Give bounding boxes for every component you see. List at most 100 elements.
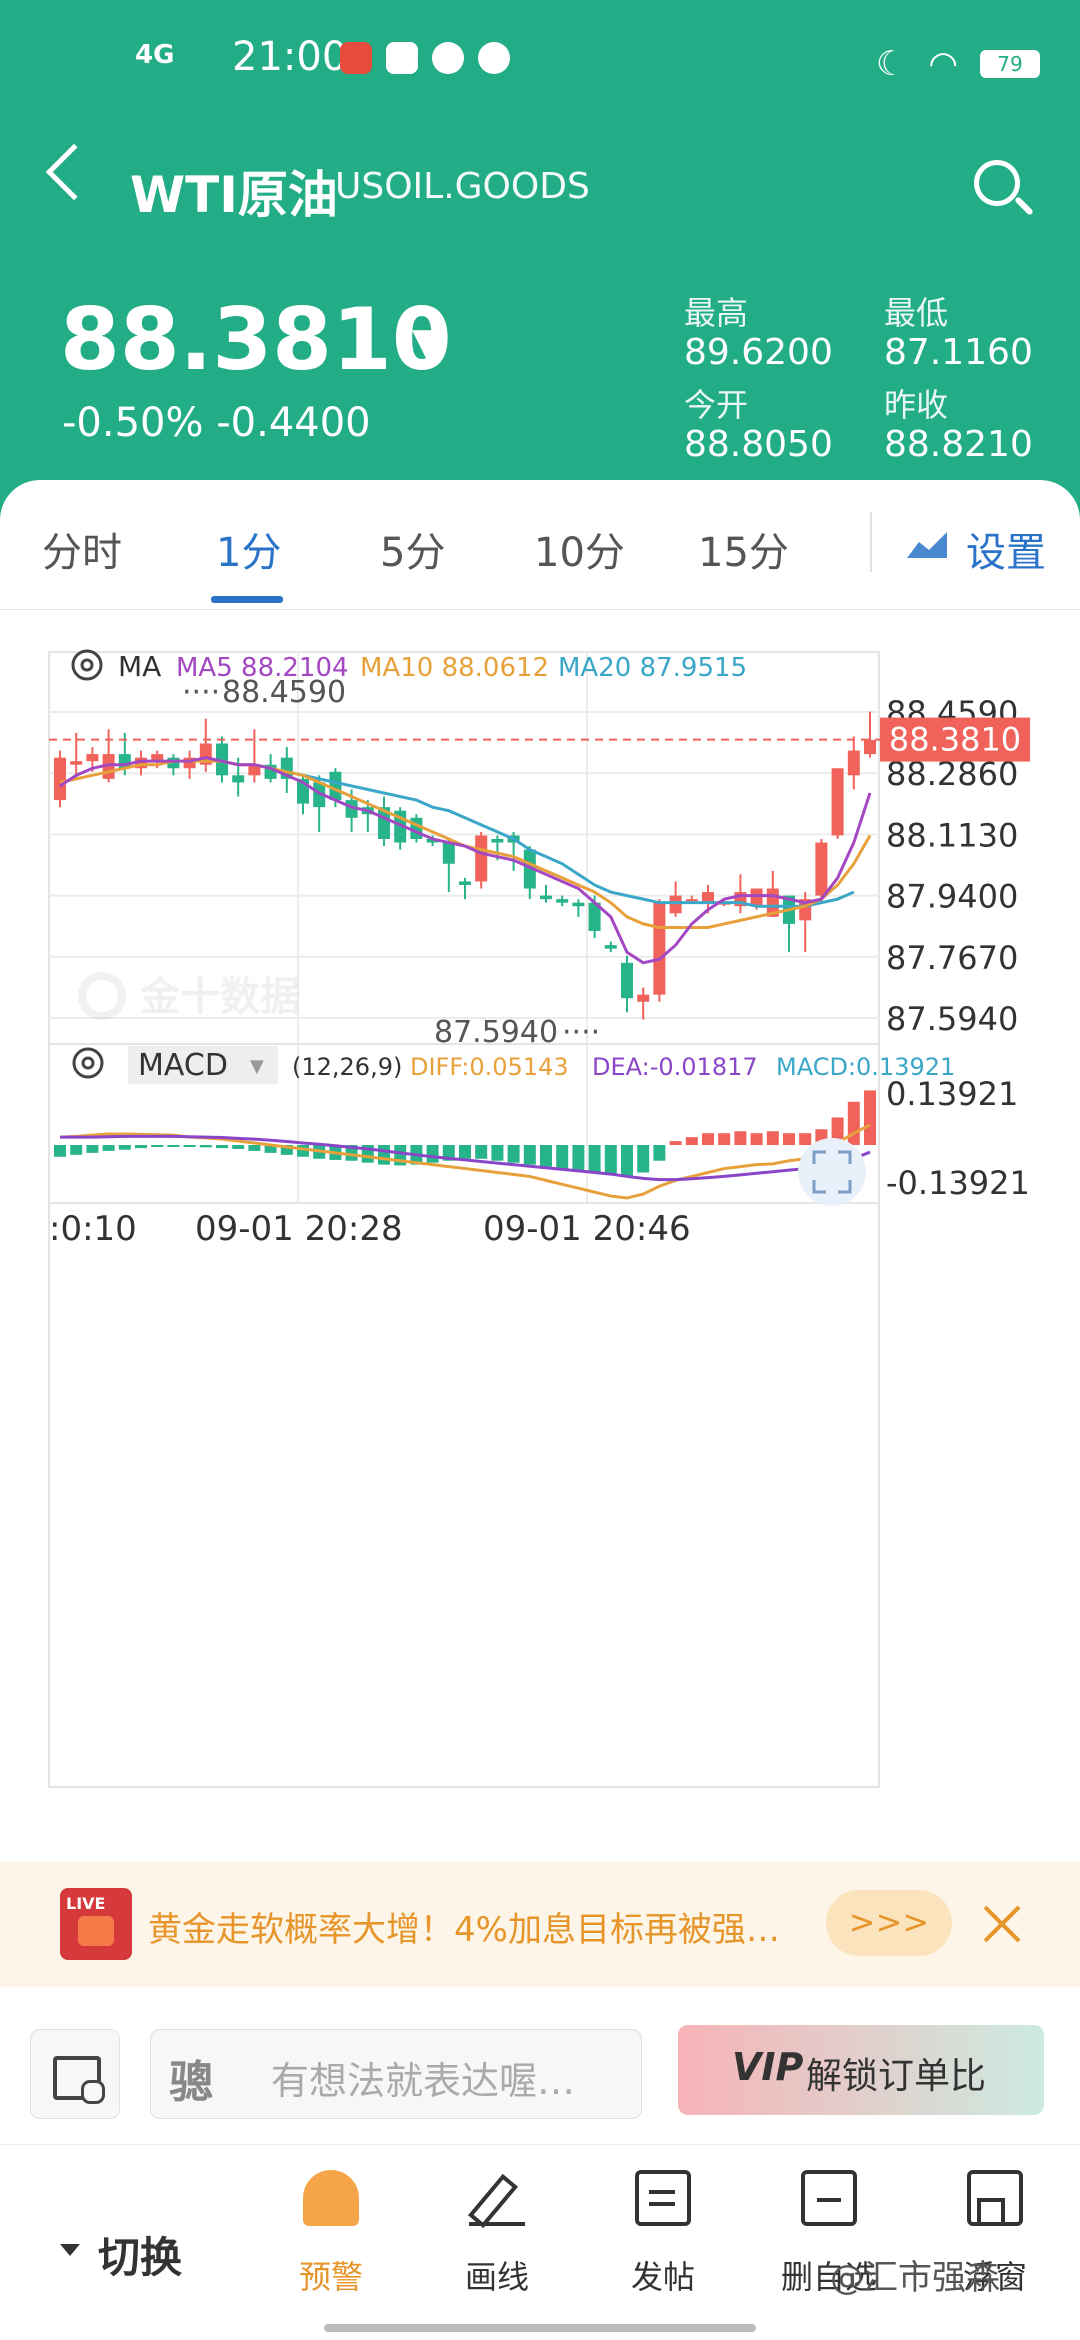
alert-button[interactable]: 预警 [266, 2170, 396, 2298]
switch-dropdown-icon[interactable] [60, 2244, 80, 2256]
macd-bar [216, 1145, 228, 1149]
active-tab-indicator [211, 596, 283, 603]
float-window-icon [967, 2170, 1023, 2226]
news-headline[interactable]: 黄金走软概率大增！4%加息目标再被强… [148, 1910, 780, 1950]
macd-bar [118, 1145, 131, 1150]
battery-icon: 79 [980, 50, 1040, 78]
vip-unlock-label: 解锁订单比 [806, 2056, 987, 2097]
x-tick-2: 09-01 20:46 [483, 1209, 691, 1249]
notification-icons [340, 42, 510, 74]
macd-bar [199, 1145, 212, 1148]
macd-bar [783, 1133, 795, 1145]
news-banner[interactable]: LIVE 黄金走软概率大增！4%加息目标再被强… >>> [0, 1862, 1080, 1987]
macd-bar [718, 1133, 731, 1145]
y-tick-3: 87.9400 [886, 878, 1018, 916]
candle-body [588, 902, 601, 931]
home-indicator [324, 2324, 756, 2332]
status-bar: 4G 21:00 ☾ ◠ 79 [0, 30, 1080, 90]
candle-body [653, 902, 666, 995]
macd-bar [264, 1145, 277, 1153]
macd-bar [135, 1145, 147, 1149]
macd-bar [637, 1145, 650, 1173]
macd-bar [702, 1133, 714, 1145]
tab-10min[interactable]: 10分 [534, 530, 625, 576]
chart-area[interactable]: 金十数据 MA MA5 88.2104 MA10 88.0612 MA20 87… [0, 612, 1080, 1852]
macd-bar [248, 1145, 261, 1151]
candle-body [491, 838, 504, 843]
candle-body [815, 842, 828, 896]
macd-bar [378, 1145, 390, 1165]
post-label: 发帖 [630, 2258, 695, 2296]
candle-body [216, 743, 228, 776]
macd-bar [685, 1137, 698, 1145]
switch-button[interactable]: 切换 [98, 2233, 183, 2282]
macd-bar [572, 1145, 585, 1171]
macd-bar [459, 1145, 471, 1159]
close-icon[interactable] [978, 1900, 1026, 1948]
candle-body [135, 757, 147, 769]
macd-bar [475, 1145, 488, 1159]
user-watermark: @汇市强森 [830, 2258, 1000, 2298]
remove-watchlist-label: 删自选 [780, 2258, 877, 2296]
play-icon [78, 1916, 114, 1946]
low-label: 最低 [884, 294, 949, 332]
chart-svg: 金十数据 MA MA5 88.2104 MA10 88.0612 MA20 87… [48, 649, 1030, 1788]
page-title: WTI原油 [130, 166, 338, 224]
status-time: 21:00 [232, 34, 348, 80]
search-icon[interactable] [974, 160, 1020, 206]
video-notification-icon [478, 42, 510, 74]
high-marker-dash: ···· [182, 675, 220, 710]
draw-line-button[interactable]: 画线 [432, 2170, 562, 2298]
macd-bar [750, 1133, 763, 1145]
tab-5min[interactable]: 5分 [380, 530, 446, 576]
chart-frame [48, 651, 880, 1788]
macd-bar [280, 1145, 293, 1155]
candle-body [523, 849, 536, 889]
candle-body [232, 775, 245, 783]
settings-button[interactable]: 设置 [966, 530, 1046, 576]
ma10-legend: MA10 88.0612 [360, 653, 549, 683]
float-window-button[interactable]: 浮窗 [930, 2170, 1060, 2298]
ma20-line [286, 770, 855, 908]
news-more-button[interactable]: >>> [826, 1890, 952, 1956]
vip-unlock-button[interactable]: VIP 解锁订单比 [678, 2025, 1044, 2115]
tab-15min[interactable]: 15分 [698, 530, 789, 576]
candle-body [572, 902, 585, 907]
status-right: ☾ ◠ 79 [876, 44, 1040, 84]
macd-bar [297, 1145, 309, 1157]
candle-body [621, 962, 633, 999]
candle-body [556, 899, 569, 903]
comment-input[interactable]: 骢 有想法就表达喔… [150, 2029, 642, 2119]
macd-bar [151, 1145, 164, 1147]
emoji-icon[interactable]: 骢 [169, 2057, 213, 2108]
y-tick-4: 87.7670 [886, 939, 1018, 977]
macd-bar [523, 1145, 536, 1165]
remove-watchlist-button[interactable]: 删自选 [764, 2170, 894, 2298]
tab-intraday[interactable]: 分时 [42, 530, 122, 576]
comment-placeholder: 有想法就表达喔… [271, 2059, 576, 2103]
down-arrow-icon: ▼ [412, 320, 443, 366]
macd-bar [54, 1145, 66, 1157]
back-icon[interactable] [45, 143, 103, 201]
calendar-settings-icon[interactable] [30, 2029, 120, 2119]
macd-bar [669, 1141, 682, 1145]
macd-bar [766, 1131, 779, 1145]
macd-bar [556, 1145, 569, 1169]
y-tick-2: 88.1130 [886, 816, 1018, 854]
ma5-line [59, 756, 872, 965]
candle-body [167, 757, 180, 769]
price-change: -0.50% -0.4400 [62, 400, 371, 446]
watermark-logo: 金十数据 [78, 972, 300, 1020]
candle-body [54, 757, 66, 801]
post-button[interactable]: 发帖 [598, 2170, 728, 2298]
float-window-label: 浮窗 [962, 2258, 1027, 2296]
moon-icon: ☾ [875, 44, 907, 84]
macd-bar [491, 1145, 504, 1161]
macd-dea-legend: DEA:-0.01817 [592, 1053, 758, 1081]
chart-settings-icon[interactable] [905, 530, 949, 560]
tab-divider [870, 512, 872, 572]
candle-body [685, 899, 698, 902]
tab-1min[interactable]: 1分 [216, 530, 282, 576]
draw-line-label: 画线 [464, 2258, 529, 2296]
